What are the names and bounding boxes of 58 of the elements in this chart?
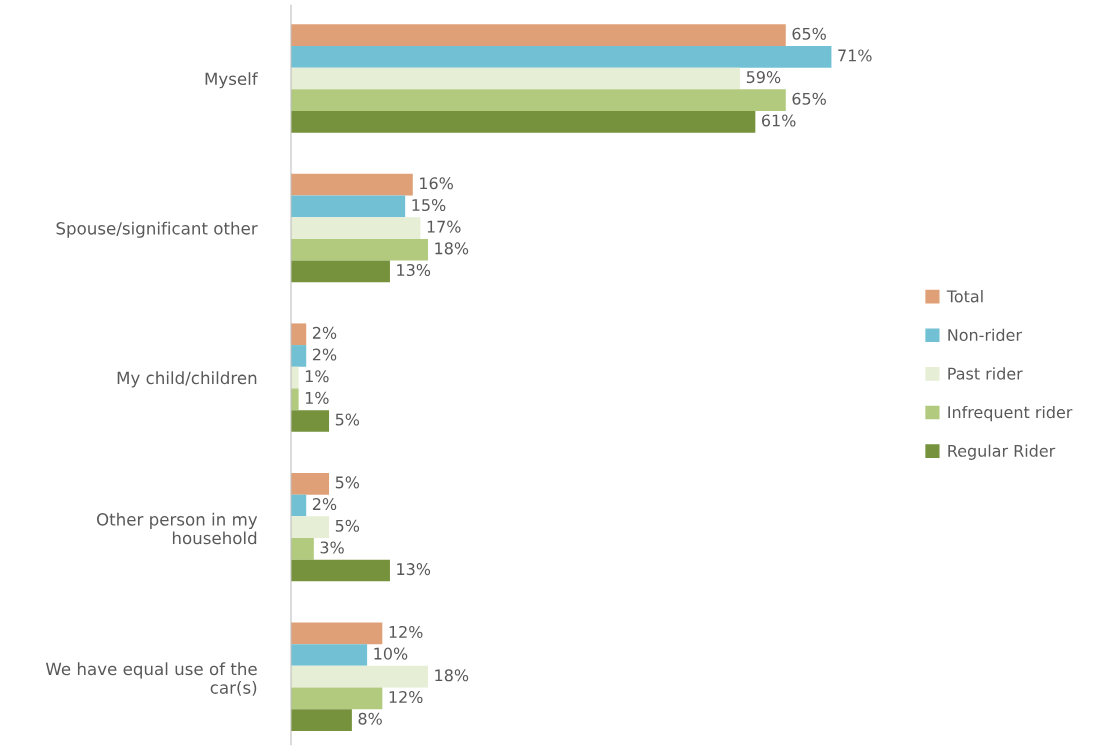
legend-label: Past rider bbox=[948, 367, 1023, 380]
data-label: 13% bbox=[397, 563, 431, 576]
data-label: 17% bbox=[427, 220, 461, 233]
bar bbox=[291, 24, 786, 46]
bar bbox=[291, 260, 390, 283]
data-label: 10% bbox=[374, 647, 408, 660]
legend-label: Total bbox=[946, 290, 983, 303]
data-label: 12% bbox=[389, 625, 423, 638]
bar bbox=[291, 559, 390, 582]
bar bbox=[291, 89, 786, 112]
bar bbox=[291, 410, 330, 432]
y-tick-label: Myself bbox=[205, 72, 258, 89]
data-label: 65% bbox=[792, 27, 826, 40]
data-label: 71% bbox=[838, 49, 872, 62]
bar bbox=[291, 687, 383, 710]
data-label: 18% bbox=[435, 669, 469, 682]
bar bbox=[291, 111, 756, 133]
bar bbox=[291, 67, 741, 90]
data-label: 2% bbox=[312, 326, 337, 339]
bar bbox=[291, 217, 421, 239]
legend-label: Non-rider bbox=[948, 328, 1022, 342]
data-label: 5% bbox=[335, 476, 360, 489]
data-label: 1% bbox=[305, 391, 329, 404]
data-label: 12% bbox=[389, 690, 423, 704]
bar bbox=[291, 173, 413, 196]
bar bbox=[291, 538, 314, 560]
bar bbox=[291, 238, 429, 261]
bar bbox=[291, 516, 330, 538]
y-tick-label: Spouse/significant other bbox=[56, 221, 258, 238]
legend-label: Regular Rider bbox=[948, 444, 1056, 460]
data-label: 15% bbox=[412, 198, 446, 212]
data-label: 5% bbox=[335, 413, 360, 426]
data-label: 3% bbox=[320, 541, 344, 554]
bar bbox=[291, 665, 429, 688]
data-label: 5% bbox=[335, 519, 360, 532]
bar bbox=[291, 195, 406, 218]
bar bbox=[291, 644, 368, 666]
bar bbox=[291, 472, 330, 495]
data-label: 59% bbox=[746, 71, 781, 84]
bar bbox=[291, 323, 307, 346]
data-label: 16% bbox=[420, 177, 453, 190]
bar bbox=[291, 345, 307, 367]
bar bbox=[291, 709, 352, 731]
data-label: 18% bbox=[435, 242, 469, 255]
y-tick-label: We have equal use of the car(s) bbox=[45, 662, 257, 696]
data-label: 65% bbox=[792, 92, 826, 105]
data-label: 13% bbox=[397, 263, 431, 277]
bar bbox=[291, 622, 383, 645]
bar bbox=[291, 45, 832, 68]
data-label: 2% bbox=[312, 498, 337, 511]
data-label: 61% bbox=[762, 114, 796, 127]
data-label: 1% bbox=[305, 370, 329, 383]
y-tick-label: My child/children bbox=[117, 371, 257, 388]
data-label: 8% bbox=[358, 712, 382, 725]
bar bbox=[291, 388, 299, 411]
y-tick-label: Other person in my household bbox=[96, 512, 258, 545]
data-label: 2% bbox=[312, 348, 337, 361]
legend-label: Infrequent rider bbox=[948, 405, 1073, 422]
